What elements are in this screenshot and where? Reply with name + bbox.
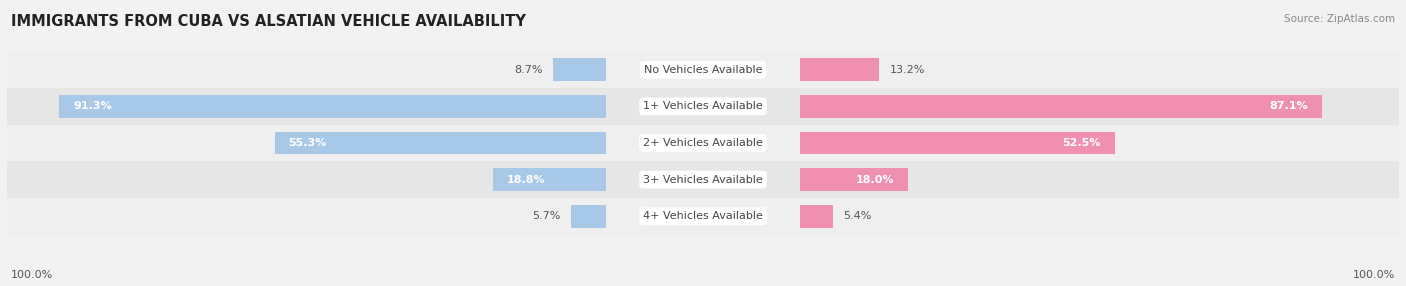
Bar (7, 88, 1399, 125)
Text: 18.8%: 18.8% (508, 175, 546, 184)
Bar (800, 58, 879, 81)
Bar (554, 58, 606, 81)
Text: 87.1%: 87.1% (1270, 102, 1308, 111)
Text: No Vehicles Available: No Vehicles Available (644, 65, 762, 75)
Bar (800, 95, 1322, 118)
Text: 52.5%: 52.5% (1063, 138, 1101, 148)
Text: 18.0%: 18.0% (856, 175, 894, 184)
Bar (571, 205, 606, 228)
Bar (274, 132, 606, 154)
Bar (7, 51, 1399, 88)
Text: 8.7%: 8.7% (515, 65, 543, 75)
Text: 3+ Vehicles Available: 3+ Vehicles Available (643, 175, 763, 184)
Bar (800, 132, 1115, 154)
Text: 5.4%: 5.4% (844, 211, 872, 221)
Text: Source: ZipAtlas.com: Source: ZipAtlas.com (1284, 14, 1395, 24)
Text: IMMIGRANTS FROM CUBA VS ALSATIAN VEHICLE AVAILABILITY: IMMIGRANTS FROM CUBA VS ALSATIAN VEHICLE… (11, 14, 526, 29)
Text: 91.3%: 91.3% (73, 102, 111, 111)
Bar (59, 95, 606, 118)
Bar (7, 161, 1399, 198)
Bar (7, 125, 1399, 161)
Text: 5.7%: 5.7% (533, 211, 561, 221)
Bar (800, 205, 832, 228)
Bar (800, 168, 908, 191)
Text: 100.0%: 100.0% (1353, 270, 1395, 280)
Text: 2+ Vehicles Available: 2+ Vehicles Available (643, 138, 763, 148)
Bar (494, 168, 606, 191)
Text: 55.3%: 55.3% (288, 138, 326, 148)
Bar (7, 198, 1399, 235)
Text: 4+ Vehicles Available: 4+ Vehicles Available (643, 211, 763, 221)
Text: 1+ Vehicles Available: 1+ Vehicles Available (643, 102, 763, 111)
Text: 100.0%: 100.0% (11, 270, 53, 280)
Text: 13.2%: 13.2% (890, 65, 925, 75)
